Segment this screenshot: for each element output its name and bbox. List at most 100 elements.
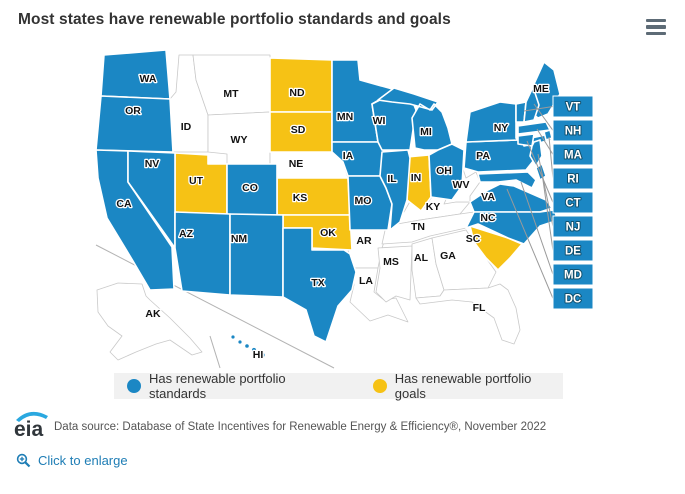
state-label-in: IN <box>411 172 422 184</box>
state-or[interactable] <box>95 95 174 153</box>
state-label-mt: MT <box>223 88 239 100</box>
state-box-label: NH <box>565 126 582 138</box>
state-label-pa: PA <box>476 150 490 162</box>
legend-item-standards: Has renewable portfolio standards <box>127 371 343 401</box>
state-label-id: ID <box>181 121 192 133</box>
state-label-ms: MS <box>383 256 399 268</box>
state-box-ct[interactable] <box>552 191 594 214</box>
state-ak[interactable] <box>96 282 203 361</box>
data-source-text: Data source: Database of State Incentive… <box>54 421 547 433</box>
state-label-tx: TX <box>311 277 324 289</box>
state-box-ma[interactable] <box>552 143 594 166</box>
state-ks[interactable] <box>276 177 351 216</box>
state-box-nh[interactable] <box>552 119 594 142</box>
magnifier-plus-icon <box>16 453 31 468</box>
goals-dot-icon <box>372 379 387 393</box>
leader-line <box>541 172 554 251</box>
state-label-ga: GA <box>440 250 456 262</box>
state-label-ok: OK <box>320 227 336 239</box>
state-box-label: MD <box>564 270 582 282</box>
state-hi[interactable] <box>237 339 243 345</box>
state-label-oh: OH <box>436 165 452 177</box>
state-ga[interactable] <box>431 229 497 291</box>
state-label-ky: KY <box>426 201 441 213</box>
state-label-ak: AK <box>145 308 161 320</box>
state-tx[interactable] <box>282 227 357 343</box>
state-box-label: CT <box>565 198 580 210</box>
state-md[interactable] <box>477 171 537 189</box>
state-nm[interactable] <box>229 213 284 298</box>
state-box-ri[interactable] <box>552 167 594 190</box>
state-box-vt[interactable] <box>552 95 594 118</box>
click-to-enlarge-label: Click to enlarge <box>38 453 128 468</box>
inset-divider-line <box>209 335 221 369</box>
leader-line <box>520 181 554 275</box>
state-label-wv: WV <box>453 179 470 191</box>
state-box-label: NJ <box>566 222 581 234</box>
state-box-dc[interactable] <box>552 287 594 310</box>
state-label-az: AZ <box>179 228 194 240</box>
state-box-label: MA <box>564 150 582 162</box>
legend: Has renewable portfolio standards Has re… <box>114 371 563 401</box>
hamburger-icon <box>646 18 666 23</box>
chart-menu-button[interactable] <box>646 16 670 38</box>
state-label-me: ME <box>533 83 549 95</box>
state-label-il: IL <box>387 173 397 185</box>
state-label-co: CO <box>242 182 258 194</box>
leader-line <box>523 106 554 112</box>
state-label-ca: CA <box>116 198 132 210</box>
state-label-or: OR <box>125 105 141 117</box>
state-mi[interactable] <box>377 87 453 151</box>
leader-line <box>506 188 554 299</box>
state-label-la: LA <box>359 275 373 287</box>
state-ct[interactable] <box>517 133 535 147</box>
state-hi[interactable] <box>230 334 236 340</box>
state-label-nc: NC <box>480 212 496 224</box>
state-label-tn: TN <box>411 221 425 233</box>
state-box-de[interactable] <box>552 239 594 262</box>
state-box-nj[interactable] <box>552 215 594 238</box>
state-hi[interactable] <box>251 347 257 353</box>
leader-line <box>537 153 554 227</box>
state-box-label: VT <box>566 102 581 114</box>
legend-label: Has renewable portfolio standards <box>149 371 286 401</box>
state-il[interactable] <box>379 149 411 231</box>
state-wa[interactable] <box>100 49 171 100</box>
state-box-label: DE <box>565 246 581 258</box>
state-label-wa: WA <box>140 73 157 85</box>
state-label-wi: WI <box>373 115 386 127</box>
state-label-ia: IA <box>343 150 354 162</box>
state-ri[interactable] <box>543 129 553 141</box>
eia-swoosh-icon <box>16 411 48 422</box>
state-fl[interactable] <box>415 283 521 345</box>
state-nh[interactable] <box>523 86 540 123</box>
state-mt[interactable] <box>192 54 271 116</box>
state-label-fl: FL <box>473 302 486 314</box>
state-label-ar: AR <box>356 235 372 247</box>
eia-logo-text: eia <box>14 418 44 441</box>
state-label-va: VA <box>481 191 495 203</box>
state-label-mn: MN <box>337 111 353 123</box>
state-label-ne: NE <box>289 158 304 170</box>
state-label-hi: HI <box>253 349 264 361</box>
state-label-sd: SD <box>291 124 306 136</box>
state-hi[interactable] <box>244 343 250 349</box>
state-box-label: DC <box>565 294 582 306</box>
state-label-mo: MO <box>355 195 372 207</box>
leader-line <box>533 103 554 131</box>
figure-title: Most states have renewable portfolio sta… <box>18 11 451 28</box>
state-hi[interactable] <box>258 351 266 359</box>
legend-item-goals: Has renewable portfolio goals <box>372 371 563 401</box>
state-label-nm: NM <box>231 233 248 245</box>
standards-dot-icon <box>127 379 141 393</box>
state-label-nv: NV <box>145 158 160 170</box>
state-oh[interactable] <box>428 143 465 201</box>
click-to-enlarge-link[interactable]: Click to enlarge <box>16 453 128 468</box>
state-la[interactable] <box>349 267 409 323</box>
state-az[interactable] <box>174 211 231 296</box>
state-ms[interactable] <box>375 245 413 303</box>
state-nd[interactable] <box>269 57 333 113</box>
state-box-md[interactable] <box>552 263 594 286</box>
state-label-ut: UT <box>189 175 204 187</box>
